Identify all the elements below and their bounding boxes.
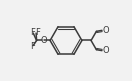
Text: F: F (35, 28, 39, 37)
Text: O: O (103, 26, 109, 35)
Text: F: F (30, 28, 35, 37)
Text: O: O (103, 46, 109, 55)
Text: F: F (30, 42, 35, 51)
Text: O: O (40, 36, 47, 45)
